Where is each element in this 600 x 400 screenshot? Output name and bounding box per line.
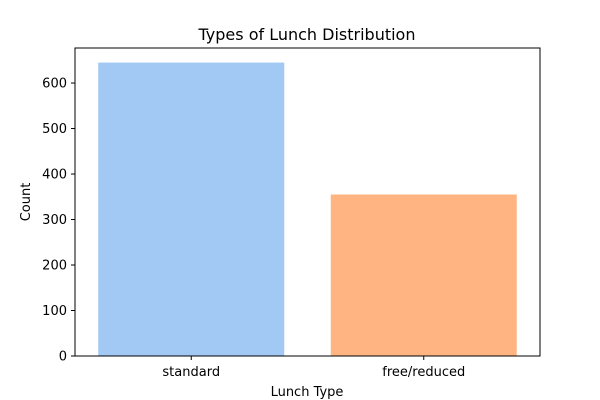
- y-tick-label: 400: [42, 168, 67, 183]
- y-tick-label: 200: [42, 259, 67, 274]
- y-tick-label: 500: [42, 122, 67, 137]
- x-tick-label: free/reduced: [382, 365, 465, 380]
- bars: [98, 62, 517, 356]
- y-tick-label: 300: [42, 213, 67, 228]
- plot-frame: [74, 47, 541, 357]
- y-tick-label: 100: [42, 304, 67, 319]
- x-tick-label: standard: [162, 365, 220, 380]
- y-axis-label: Count: [19, 183, 34, 222]
- x-axis: standard free/reduced: [162, 356, 465, 380]
- y-axis: 0 100 200 300 400 500 600: [42, 77, 75, 365]
- chart-title: Types of Lunch Distribution: [198, 25, 416, 44]
- bar-standard: [98, 62, 285, 356]
- bar-free-reduced: [330, 194, 517, 356]
- y-tick-label: 0: [59, 350, 67, 365]
- plot-area: 0 100 200 300 400 500 600 standard free/reduced: [42, 47, 541, 380]
- y-tick-label: 600: [42, 77, 67, 92]
- x-axis-label: Lunch Type: [271, 385, 344, 400]
